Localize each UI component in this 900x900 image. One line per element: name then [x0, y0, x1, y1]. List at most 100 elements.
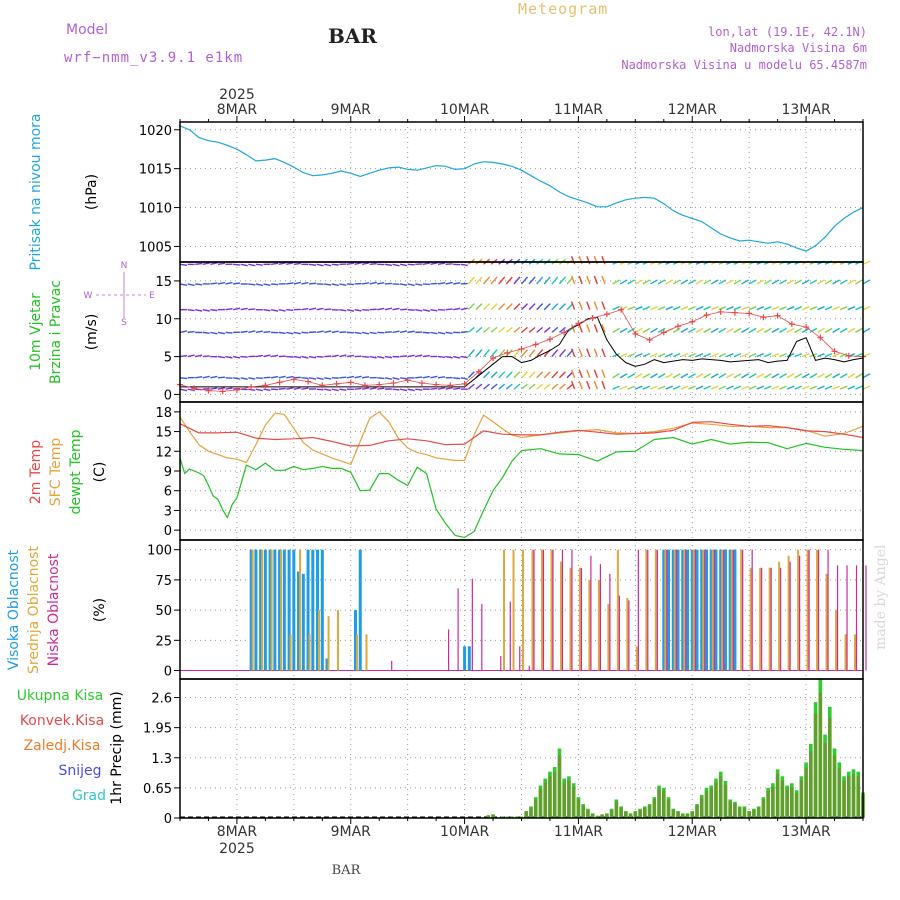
conv-precip-bar [780, 780, 785, 818]
wind-arrow [672, 373, 681, 379]
wind-arrow [748, 352, 757, 358]
wind-arrow [286, 308, 294, 312]
wind-arrow [551, 383, 559, 390]
wind-arrow [786, 327, 795, 333]
low-cloud-bar [713, 549, 715, 671]
conv-precip-bar [657, 788, 661, 818]
model-elevation-text: Nadmorska Visina u modelu 65.4587m [621, 58, 867, 72]
wind-arrow [301, 355, 309, 359]
gust-point [347, 379, 354, 386]
wind-arrow [308, 377, 317, 380]
wind-arrow [217, 355, 226, 359]
wind-arrow [528, 349, 536, 358]
y-tick-label: 0 [164, 388, 172, 403]
high-cloud-bar [671, 549, 675, 671]
mid-cloud-bar [721, 549, 724, 671]
sfc-temp-series [179, 411, 864, 465]
wind-arrow [248, 308, 256, 311]
wind-arrow [407, 283, 415, 287]
wind-arrow [399, 388, 408, 392]
conv-precip-bar [842, 780, 846, 818]
conv-precip-bar [567, 780, 571, 818]
wind-arrow [802, 385, 810, 390]
conv-precip-bar [533, 799, 538, 818]
wind-arrow [339, 283, 347, 286]
dewpoint-series [179, 436, 864, 539]
wind-arrow [771, 306, 780, 311]
wind-arrow [824, 327, 833, 333]
wind-arrow [847, 373, 856, 379]
wind-arrow [794, 306, 802, 311]
wind-arrow [384, 377, 393, 380]
wind-arrow [483, 349, 491, 358]
wind-arrow [824, 279, 833, 285]
wind-arrow [551, 326, 559, 333]
wind-arrow [430, 387, 438, 390]
grid-temperature [180, 402, 863, 540]
wind-arrow [240, 307, 248, 311]
top-day-label: 11MAR [554, 102, 603, 118]
wind-arrow [399, 283, 408, 286]
wind-arrow [483, 383, 491, 390]
wind-arrow [718, 306, 727, 311]
conv-precip-bar [661, 790, 666, 818]
panel-pressure: 1005 1010 1015 1020 [139, 122, 864, 262]
wind-arrow [551, 349, 559, 358]
high-cloud-bars [249, 549, 737, 671]
conv-precip-bar [813, 713, 818, 818]
wind-arrow [824, 373, 833, 379]
wind-arrow [726, 352, 734, 358]
high-cloud-bar [254, 549, 258, 671]
wind-arrow [786, 385, 795, 390]
wind-arrow [733, 306, 742, 311]
mid-cloud-bar [280, 549, 283, 671]
low-cloud-bar [519, 646, 521, 671]
gust-point [447, 382, 454, 389]
wind-arrow [498, 303, 506, 311]
top-day-label: 13MAR [781, 102, 830, 118]
wind-arrow [490, 276, 498, 285]
wind-arrow [570, 369, 576, 379]
wind-arrow [422, 354, 430, 358]
wind-arrow [726, 306, 734, 311]
conv-precip-bar [775, 774, 780, 818]
y-tick-label: 1005 [139, 240, 172, 255]
panel-temperature: 0 3 6 9 12 15 18 [155, 402, 864, 540]
wind-arrow [354, 375, 362, 379]
wind-arrow [293, 262, 301, 265]
wind-arrow [415, 283, 423, 286]
wind-arrow [202, 375, 210, 379]
wind-arrow [802, 306, 810, 311]
wind-arrow [847, 327, 856, 333]
wind-arrow [839, 279, 848, 285]
wind-arrow [695, 279, 704, 285]
conv-precip-bar [818, 692, 823, 818]
bottom-day-label: 13MAR [781, 824, 830, 840]
mid-cloud-bar [289, 634, 292, 671]
conv-precip-bar [799, 780, 804, 818]
total-precip-bars [486, 679, 865, 818]
compass-s: S [121, 318, 127, 328]
wind-arrow [407, 354, 415, 358]
wind-arrow [202, 355, 210, 358]
y-tick-label: 1.95 [143, 722, 172, 737]
pressure-unit: (hPa) [84, 174, 100, 210]
wind-arrow [710, 373, 719, 379]
wind-arrow [505, 326, 513, 333]
wind-title-2: Brzina i Pravac [48, 280, 64, 384]
wind-arrow [361, 387, 370, 390]
wind-arrow [415, 376, 423, 379]
y-tick-label: 1020 [139, 124, 172, 139]
wind-arrow [233, 282, 241, 285]
low-cloud-bar [528, 665, 530, 671]
wind-arrow [586, 348, 591, 357]
low-cloud-bar [808, 549, 810, 671]
low-cloud-bar [500, 656, 502, 671]
gust-point [433, 381, 440, 388]
wind-arrow [779, 373, 787, 379]
wind-arrow [324, 263, 332, 267]
conv-precip-bar [747, 811, 751, 818]
mid-cloud-bar [308, 634, 311, 671]
low-cloud-bar [471, 578, 473, 671]
